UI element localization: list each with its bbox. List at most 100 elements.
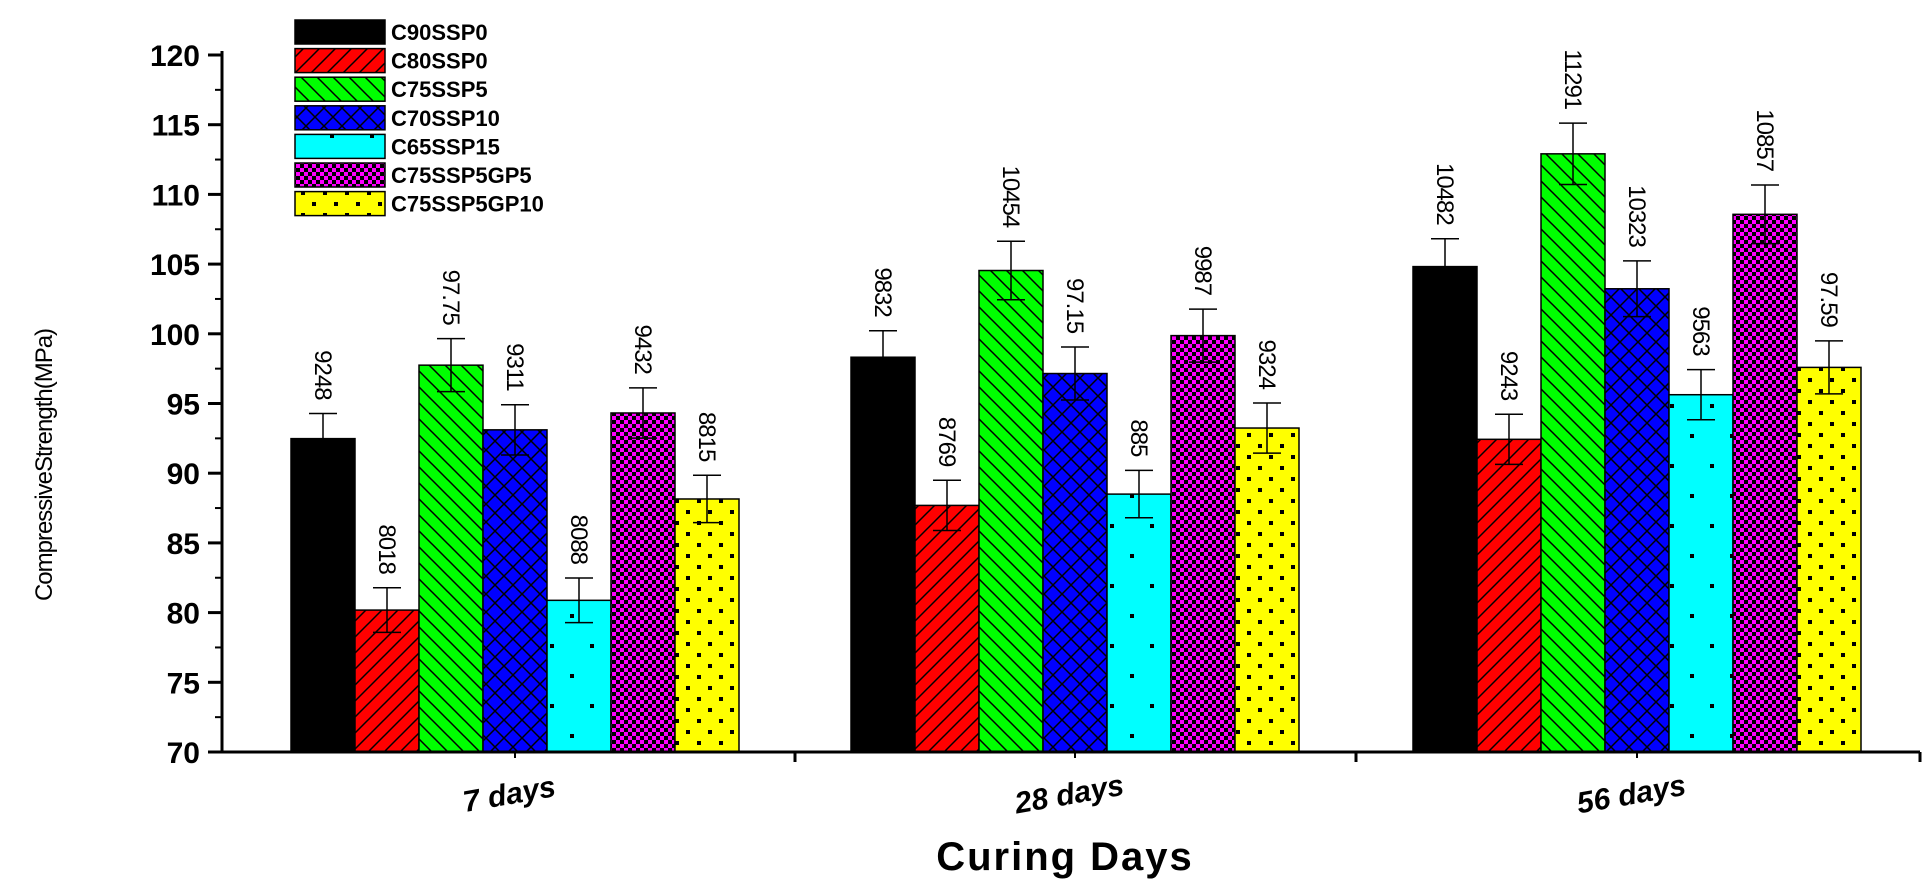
legend-swatch <box>294 76 386 102</box>
legend-swatch <box>294 133 386 160</box>
data-label: 10454 <box>997 165 1024 227</box>
axes: 70 75 80 85 90 95 100 105 110 115 120 7 days 28 days… <box>150 40 1922 821</box>
y-tick-label: 100 <box>150 319 200 352</box>
bar <box>674 498 740 753</box>
bar <box>914 504 980 753</box>
error-bar <box>1495 413 1523 466</box>
bar <box>610 412 676 753</box>
bar <box>1732 213 1798 753</box>
legend-label: C90SSP0 <box>391 20 488 45</box>
data-label: 8088 <box>565 515 592 565</box>
data-labels: 9248 9832 10482 8018 8769 9243 97.75 10454 11291… <box>309 49 1842 574</box>
data-label: 9311 <box>501 343 528 391</box>
bar <box>1106 493 1172 753</box>
data-label: 9832 <box>869 267 896 317</box>
bar <box>1604 288 1670 753</box>
data-label: 9248 <box>309 350 336 400</box>
y-tick-label: 120 <box>150 40 200 73</box>
data-label: 10857 <box>1751 109 1778 171</box>
error-bar <box>693 474 721 524</box>
error-bar <box>565 577 593 624</box>
error-bar <box>1061 346 1089 401</box>
x-axis-title: Curing Days <box>936 835 1194 879</box>
legend-swatch <box>294 190 386 217</box>
bar <box>1796 366 1862 753</box>
legend-label: C80SSP0 <box>391 49 488 74</box>
legend-entry: C90SSP0 <box>294 19 488 45</box>
bar <box>1476 438 1542 753</box>
legend-label: C65SSP15 <box>391 134 500 159</box>
y-tick-label: 105 <box>150 249 200 282</box>
data-label: 885 <box>1125 419 1152 457</box>
legend-swatch <box>294 19 386 45</box>
error-bar <box>997 240 1025 301</box>
data-label: 9563 <box>1687 306 1714 356</box>
error-bar <box>933 479 961 532</box>
y-axis-title: CompressiveStrength(MPa) <box>31 329 58 601</box>
data-label: 8018 <box>373 524 400 574</box>
bar <box>1668 393 1734 753</box>
legend-label: C75SSP5GP5 <box>391 163 532 188</box>
error-bar <box>373 587 401 634</box>
error-bar <box>1815 340 1843 395</box>
data-label: 9243 <box>1495 351 1522 401</box>
legend-entry: C75SSP5 <box>294 76 488 102</box>
data-label: 9432 <box>629 324 656 374</box>
y-tick-label: 75 <box>167 667 200 700</box>
error-bar <box>1431 237 1459 296</box>
legend-swatch <box>294 105 386 131</box>
bar <box>1540 153 1606 753</box>
data-label: 10482 <box>1431 163 1458 225</box>
error-bar <box>1125 469 1153 519</box>
bar <box>290 437 356 753</box>
legend-swatch <box>294 162 386 188</box>
error-bar <box>1559 122 1587 186</box>
error-bars <box>309 122 1843 634</box>
bar <box>1412 265 1478 753</box>
legend-entry: C75SSP5GP10 <box>294 190 544 217</box>
data-label: 97.15 <box>1061 278 1088 334</box>
data-label: 11291 <box>1559 49 1586 110</box>
error-bar <box>309 412 337 465</box>
data-label: 9324 <box>1253 340 1280 390</box>
x-tick-label: 28 days <box>1011 769 1126 821</box>
error-bar <box>437 337 465 393</box>
y-tick-label: 90 <box>167 458 200 491</box>
legend-swatch <box>294 47 386 74</box>
error-bar <box>501 404 529 456</box>
legend-entry: C70SSP10 <box>294 105 500 131</box>
legend-label: C75SSP5 <box>391 77 488 102</box>
legend-entry: C80SSP0 <box>294 47 488 74</box>
data-label: 8769 <box>933 417 960 467</box>
bars <box>290 153 1862 753</box>
x-tick-label: 56 days <box>1574 769 1688 821</box>
legend-entry: C65SSP15 <box>294 133 500 160</box>
error-bar <box>1751 184 1779 245</box>
data-label: 8815 <box>693 412 720 462</box>
legend-entry: C75SSP5GP5 <box>294 162 532 188</box>
bar <box>1042 372 1108 753</box>
y-tick-label: 115 <box>152 110 200 143</box>
bar <box>850 356 916 753</box>
bar <box>1234 427 1300 753</box>
data-label: 9987 <box>1189 246 1216 296</box>
data-label: 10323 <box>1623 185 1650 247</box>
y-tick-label: 95 <box>167 389 200 422</box>
y-tick-label: 110 <box>152 179 200 212</box>
error-bar <box>629 387 657 439</box>
error-bar <box>1623 260 1651 318</box>
error-bar <box>1189 308 1217 363</box>
error-bar <box>1687 368 1715 421</box>
legend-label: C75SSP5GP10 <box>391 192 544 217</box>
legend-label: C70SSP10 <box>391 106 500 131</box>
legend: C90SSP0 C80SSP0 C75SSP5 C70SSP10 C65SSP15 C75… <box>294 19 544 217</box>
bar <box>482 429 548 753</box>
y-tick-label: 85 <box>167 528 200 561</box>
error-bar <box>869 329 897 385</box>
error-bar <box>1253 402 1281 454</box>
bar <box>978 269 1044 753</box>
data-label: 97.59 <box>1815 272 1842 328</box>
y-tick-label: 70 <box>167 737 200 770</box>
y-tick-label: 80 <box>167 598 200 631</box>
